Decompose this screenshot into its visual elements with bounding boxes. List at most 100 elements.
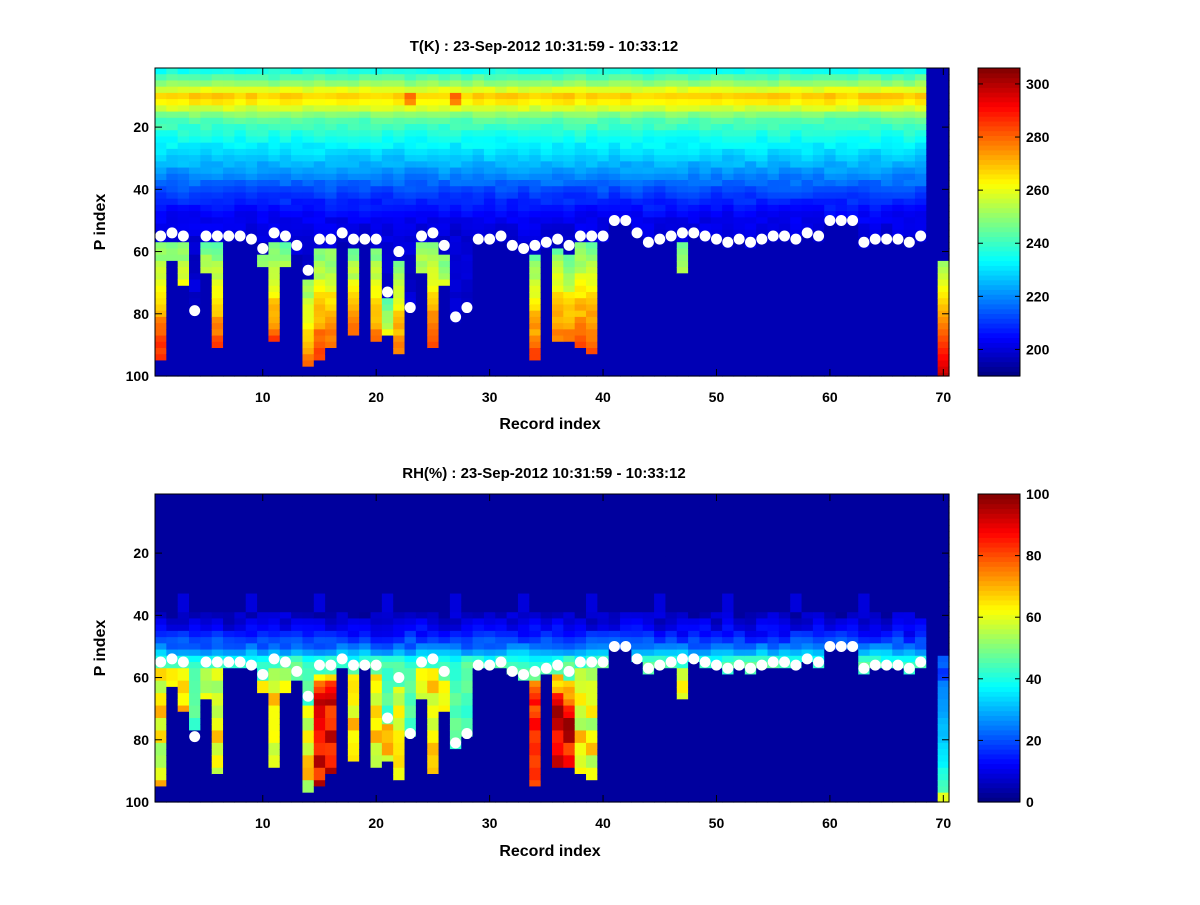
heatmap-cell xyxy=(246,329,258,336)
heatmap-cell xyxy=(246,730,258,737)
heatmap-cell xyxy=(155,304,167,311)
heatmap-cell xyxy=(450,124,462,131)
heatmap-cell xyxy=(359,556,371,563)
heatmap-cell xyxy=(586,255,598,262)
heatmap-cell xyxy=(246,224,258,231)
heatmap-cell xyxy=(382,556,394,563)
heatmap-cell xyxy=(178,317,190,324)
heatmap-cell xyxy=(427,180,439,187)
heatmap-cell xyxy=(586,68,598,75)
heatmap-cell xyxy=(858,143,870,150)
heatmap-cell xyxy=(665,80,677,87)
surface-marker xyxy=(586,231,597,242)
heatmap-cell xyxy=(870,261,882,268)
heatmap-cell xyxy=(938,323,950,330)
heatmap-cell xyxy=(495,68,507,75)
heatmap-cell xyxy=(756,342,768,349)
heatmap-cell xyxy=(348,718,360,725)
heatmap-cell xyxy=(450,80,462,87)
heatmap-cell xyxy=(427,267,439,274)
heatmap-cell xyxy=(280,774,292,781)
heatmap-cell xyxy=(699,242,711,249)
heatmap-cell xyxy=(291,575,303,582)
heatmap-cell xyxy=(722,311,734,318)
heatmap-cell xyxy=(280,625,292,632)
heatmap-cell xyxy=(405,360,417,367)
heatmap-cell xyxy=(382,323,394,330)
heatmap-cell xyxy=(756,304,768,311)
heatmap-cell xyxy=(892,87,904,94)
heatmap-cell xyxy=(348,124,360,131)
heatmap-cell xyxy=(836,205,848,212)
heatmap-cell xyxy=(813,273,825,280)
heatmap-cell xyxy=(393,174,405,181)
heatmap-cell xyxy=(461,118,473,125)
heatmap-cell xyxy=(359,674,371,681)
heatmap-cell xyxy=(314,292,326,299)
heatmap-cell xyxy=(257,329,269,336)
heatmap-cell xyxy=(722,124,734,131)
heatmap-cell xyxy=(268,348,280,355)
heatmap-cell xyxy=(393,118,405,125)
heatmap-cell xyxy=(325,699,337,706)
heatmap-cell xyxy=(178,261,190,268)
heatmap-cell xyxy=(779,93,791,100)
heatmap-cell xyxy=(280,248,292,255)
heatmap-cell xyxy=(597,354,609,361)
heatmap-cell xyxy=(336,168,348,175)
heatmap-cell xyxy=(529,255,541,262)
heatmap-cell xyxy=(722,217,734,224)
heatmap-cell xyxy=(881,298,893,305)
heatmap-cell xyxy=(348,768,360,775)
heatmap-cell xyxy=(813,130,825,137)
heatmap-cell xyxy=(427,618,439,625)
heatmap-cell xyxy=(302,668,314,675)
heatmap-cell xyxy=(234,687,246,694)
heatmap-cell xyxy=(212,224,224,231)
heatmap-cell xyxy=(393,367,405,374)
heatmap-cell xyxy=(450,112,462,119)
heatmap-cell xyxy=(382,606,394,613)
heatmap-cell xyxy=(484,354,496,361)
heatmap-cell xyxy=(359,217,371,224)
heatmap-cell xyxy=(847,87,859,94)
heatmap-cell xyxy=(938,242,950,249)
heatmap-cell xyxy=(336,600,348,607)
heatmap-cell xyxy=(926,360,938,367)
heatmap-cell xyxy=(847,118,859,125)
heatmap-cell xyxy=(654,217,666,224)
heatmap-cell xyxy=(563,342,575,349)
heatmap-cell xyxy=(631,267,643,274)
heatmap-cell xyxy=(813,360,825,367)
heatmap-cell xyxy=(178,248,190,255)
heatmap-cell xyxy=(507,93,519,100)
heatmap-cell xyxy=(904,68,916,75)
heatmap-cell xyxy=(291,656,303,663)
heatmap-cell xyxy=(711,273,723,280)
heatmap-cell xyxy=(178,631,190,638)
heatmap-cell xyxy=(348,687,360,694)
heatmap-cell xyxy=(597,155,609,162)
heatmap-cell xyxy=(166,768,178,775)
temperature-panel: T(K) : 23-Sep-2012 10:31:59 - 10:33:12 1… xyxy=(92,38,1050,433)
heatmap-cell xyxy=(904,311,916,318)
heatmap-cell xyxy=(314,267,326,274)
heatmap-cell xyxy=(359,749,371,756)
heatmap-cell xyxy=(234,323,246,330)
heatmap-cell xyxy=(257,230,269,237)
heatmap-cell xyxy=(665,192,677,199)
heatmap-cell xyxy=(643,68,655,75)
heatmap-cell xyxy=(427,87,439,94)
heatmap-cell xyxy=(881,112,893,119)
heatmap-cell xyxy=(336,500,348,507)
heatmap-cell xyxy=(280,631,292,638)
heatmap-cell xyxy=(302,87,314,94)
heatmap-cell xyxy=(915,242,927,249)
heatmap-cell xyxy=(575,317,587,324)
heatmap-cell xyxy=(768,93,780,100)
heatmap-cell xyxy=(427,298,439,305)
heatmap-cell xyxy=(291,531,303,538)
heatmap-cell xyxy=(178,205,190,212)
surface-marker xyxy=(552,234,563,245)
heatmap-cell xyxy=(382,155,394,162)
